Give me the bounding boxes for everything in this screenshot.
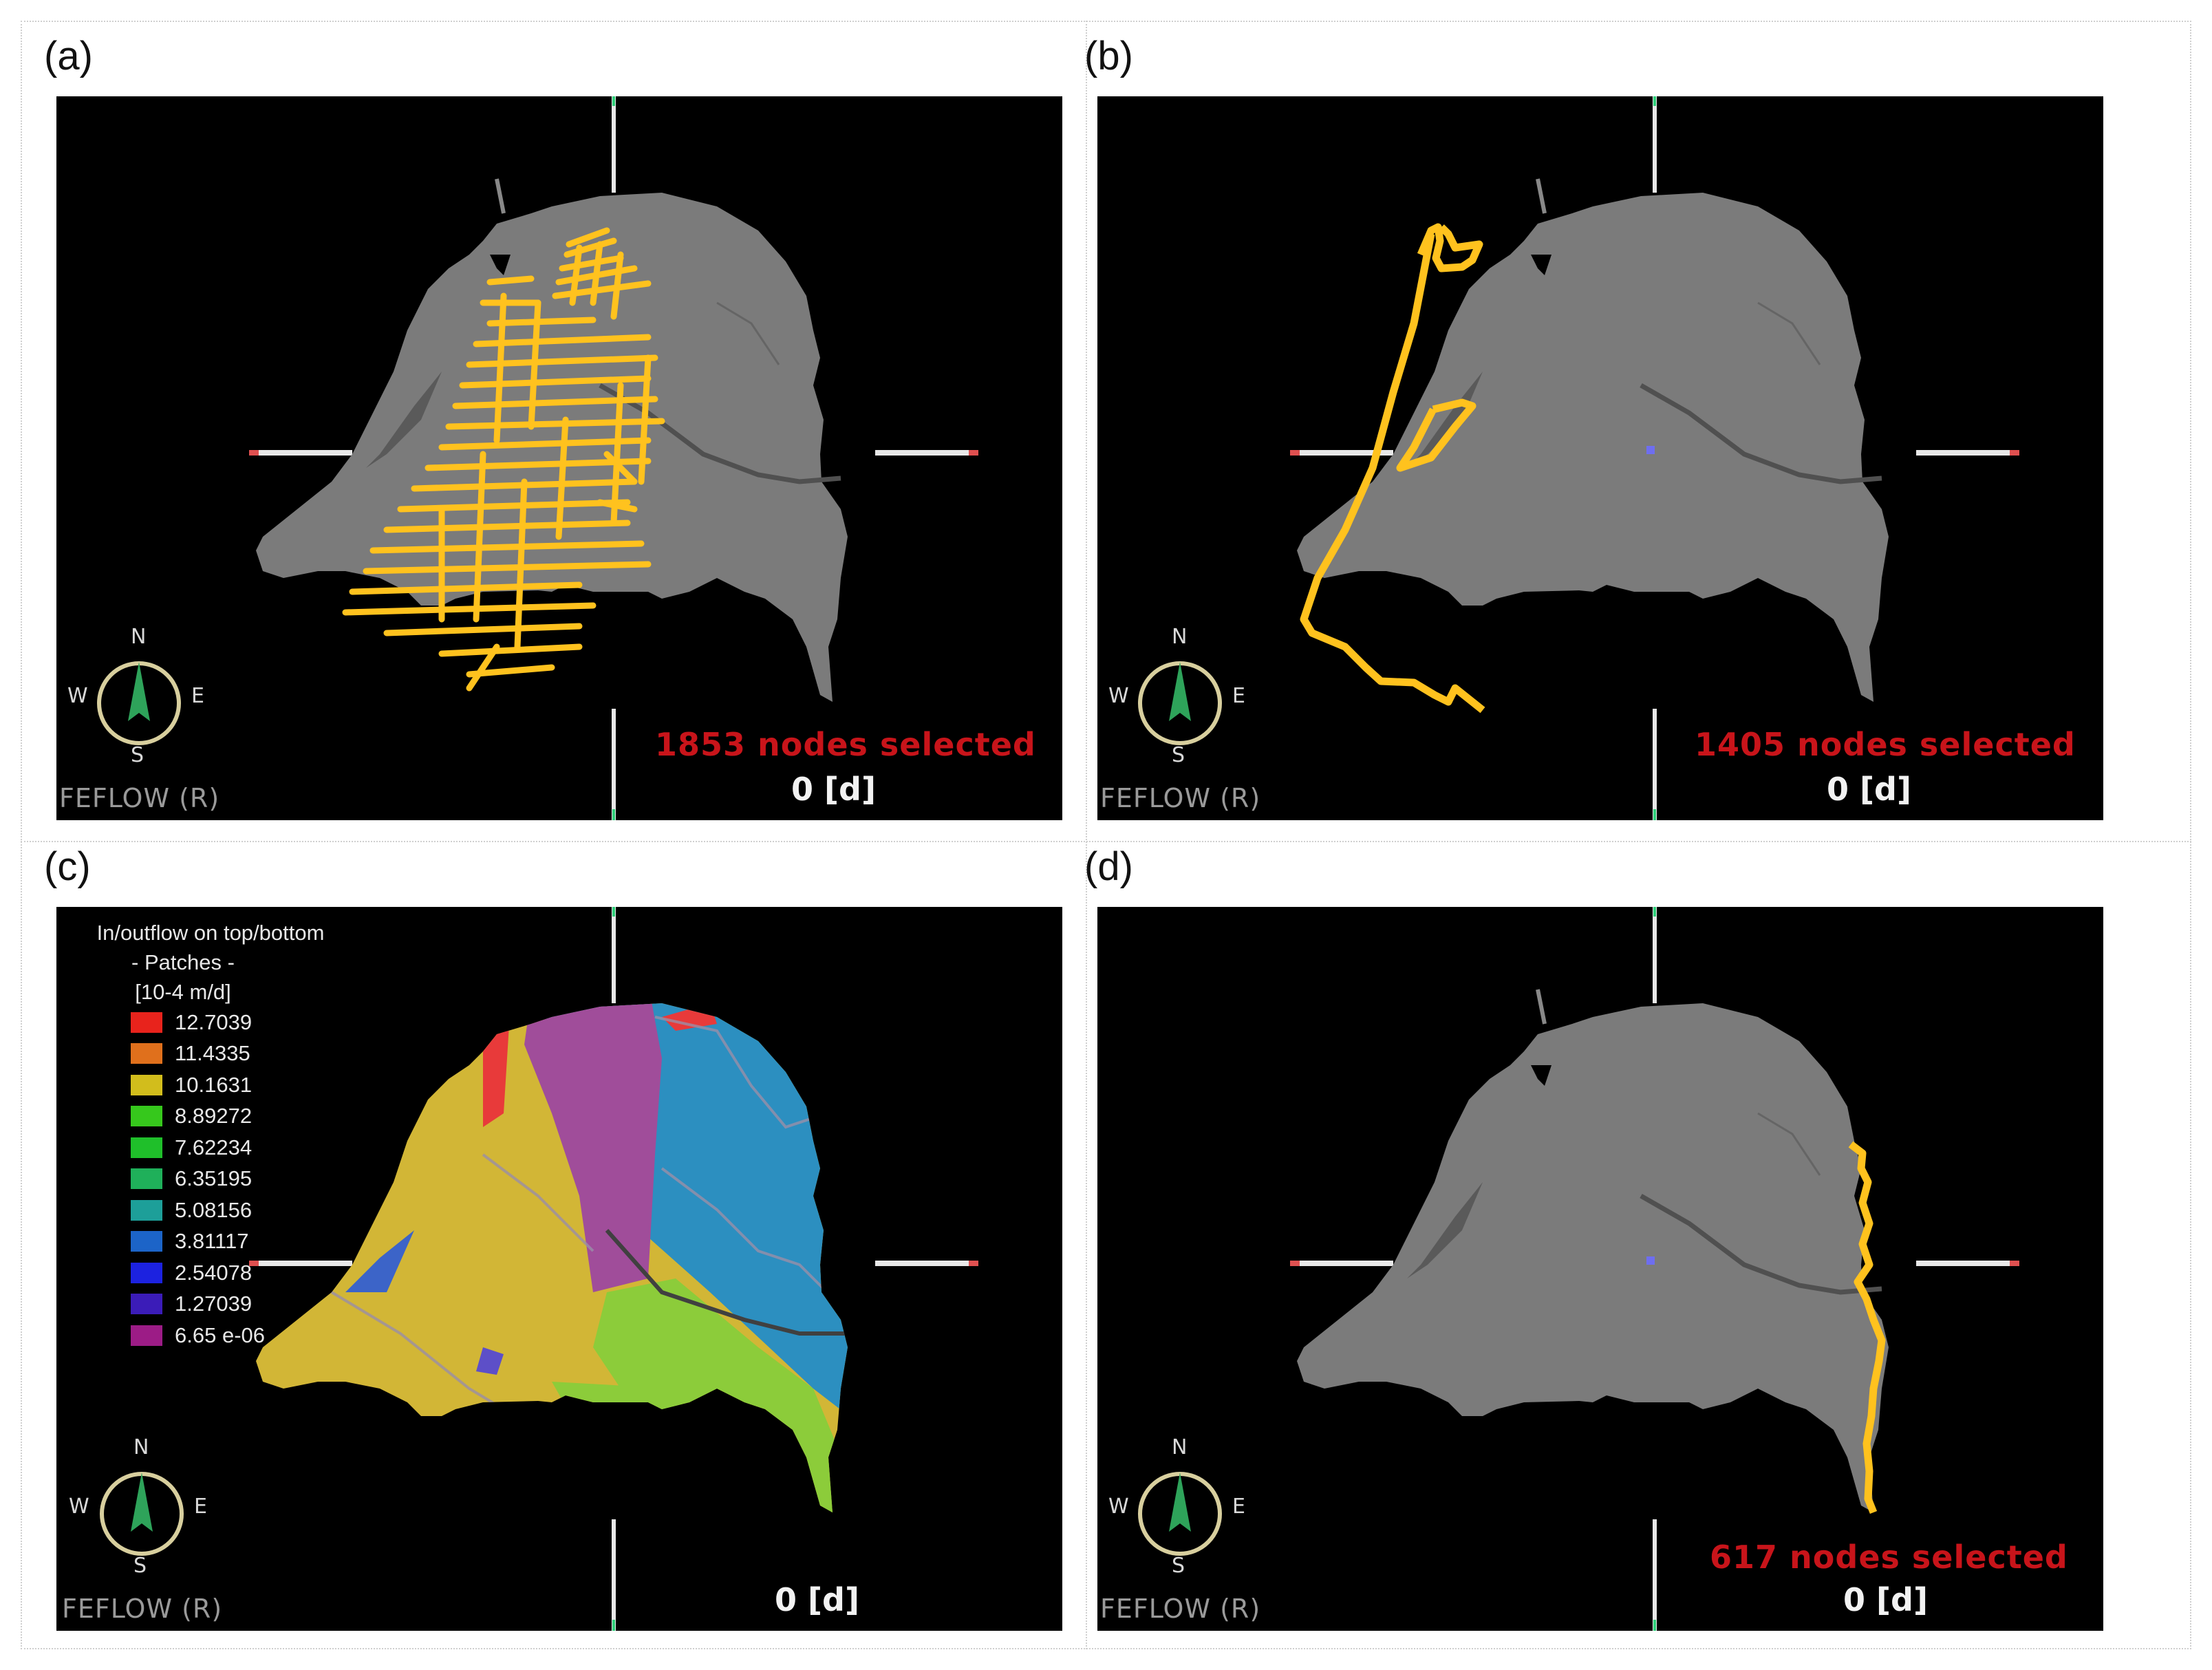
time-readout: 0 [d] <box>775 1581 859 1618</box>
panel-label-b: (b) <box>1084 34 1133 78</box>
legend-value: 2.54078 <box>175 1260 253 1285</box>
compass-n: N <box>131 625 147 649</box>
north-arrow-compass-icon <box>1138 661 1222 745</box>
time-readout: 0 [d] <box>1843 1581 1928 1618</box>
legend-swatch <box>131 1106 162 1127</box>
legend-swatch <box>131 1231 162 1252</box>
feflow-watermark: FEFLOW (R) <box>1100 783 1261 813</box>
legend-swatch <box>131 1199 162 1221</box>
legend-swatch <box>131 1262 162 1283</box>
center-marker <box>1646 446 1655 454</box>
compass-e: E <box>194 1495 208 1519</box>
panel-label-c: (c) <box>44 844 91 889</box>
legend-item: 8.89272 <box>66 1101 355 1133</box>
legend-item: 3.81117 <box>66 1226 355 1258</box>
compass-n: N <box>1172 625 1188 649</box>
compass-w: W <box>1108 684 1130 708</box>
legend-item: 6.65 e-06 <box>66 1320 355 1351</box>
compass-w: W <box>67 684 89 708</box>
legend-swatch <box>131 1074 162 1095</box>
figure-frame <box>21 21 2191 1649</box>
north-arrow-compass-icon <box>100 1472 184 1556</box>
legend-swatch <box>131 1137 162 1158</box>
compass-w: W <box>1108 1495 1130 1519</box>
legend-item: 5.08156 <box>66 1195 355 1226</box>
legend-swatch <box>131 1325 162 1346</box>
time-readout: 0 [d] <box>791 771 876 808</box>
panel-label-a: (a) <box>44 34 93 78</box>
center-marker <box>1646 1256 1655 1265</box>
divider-horizontal <box>21 841 2191 842</box>
legend-value: 7.62234 <box>175 1135 253 1159</box>
legend-item: 1.27039 <box>66 1289 355 1320</box>
selection-count: 1853 nodes selected <box>655 726 1036 763</box>
panel-a-viewport[interactable]: 1853 nodes selected 0 [d] FEFLOW (R) N S… <box>56 96 1062 820</box>
flow-legend: In/outflow on top/bottom - Patches - [10… <box>66 918 355 1351</box>
compass-n: N <box>133 1435 150 1459</box>
panel-d-viewport[interactable]: 617 nodes selected 0 [d] FEFLOW (R) N S … <box>1097 907 2103 1631</box>
legend-value: 12.7039 <box>175 1009 253 1034</box>
selected-nodes-grid <box>342 227 665 692</box>
north-arrow-compass-icon <box>1138 1472 1222 1556</box>
legend-value: 8.89272 <box>175 1104 253 1128</box>
panel-label-d: (d) <box>1084 844 1133 889</box>
compass-e: E <box>191 684 205 708</box>
legend-value: 5.08156 <box>175 1197 253 1222</box>
selected-nodes-west-boundary <box>1300 223 1485 714</box>
compass-w: W <box>69 1495 90 1519</box>
legend-swatch <box>131 1294 162 1315</box>
legend-item: 11.4335 <box>66 1038 355 1070</box>
legend-value: 11.4335 <box>175 1041 250 1066</box>
compass-n: N <box>1172 1435 1188 1459</box>
legend-item: 10.1631 <box>66 1069 355 1101</box>
feflow-watermark: FEFLOW (R) <box>62 1594 223 1624</box>
compass-s: S <box>1172 743 1186 767</box>
compass-s: S <box>131 743 145 767</box>
legend-title: In/outflow on top/bottom <box>96 921 325 945</box>
compass-e: E <box>1232 1495 1246 1519</box>
legend-item: 6.35195 <box>66 1164 355 1195</box>
compass-e: E <box>1232 684 1246 708</box>
panel-c-viewport[interactable]: In/outflow on top/bottom - Patches - [10… <box>56 907 1062 1631</box>
legend-item: 12.7039 <box>66 1007 355 1038</box>
legend-swatch <box>131 1168 162 1190</box>
selected-nodes-east-boundary <box>1848 1141 1886 1514</box>
compass-s: S <box>133 1554 148 1578</box>
selection-count: 1405 nodes selected <box>1695 726 2076 763</box>
time-readout: 0 [d] <box>1827 771 1911 808</box>
legend-swatch <box>131 1043 162 1064</box>
north-arrow-compass-icon <box>97 661 181 745</box>
divider-vertical <box>1086 21 1087 1649</box>
legend-value: 10.1631 <box>175 1072 253 1097</box>
panel-b-viewport[interactable]: 1405 nodes selected 0 [d] FEFLOW (R) N S… <box>1097 96 2103 820</box>
legend-value: 6.65 e-06 <box>175 1323 265 1347</box>
legend-value: 3.81117 <box>175 1229 249 1254</box>
compass-s: S <box>1172 1554 1186 1578</box>
selection-count: 617 nodes selected <box>1710 1539 2068 1576</box>
legend-value: 6.35195 <box>175 1166 253 1191</box>
feflow-watermark: FEFLOW (R) <box>1100 1594 1261 1624</box>
legend-value: 1.27039 <box>175 1292 253 1316</box>
legend-item: 7.62234 <box>66 1132 355 1164</box>
legend-subtitle: - Patches - <box>131 950 235 974</box>
legend-unit: [10-4 m/d] <box>135 980 231 1004</box>
feflow-watermark: FEFLOW (R) <box>59 783 220 813</box>
legend-swatch <box>131 1011 162 1033</box>
legend-item: 2.54078 <box>66 1257 355 1289</box>
